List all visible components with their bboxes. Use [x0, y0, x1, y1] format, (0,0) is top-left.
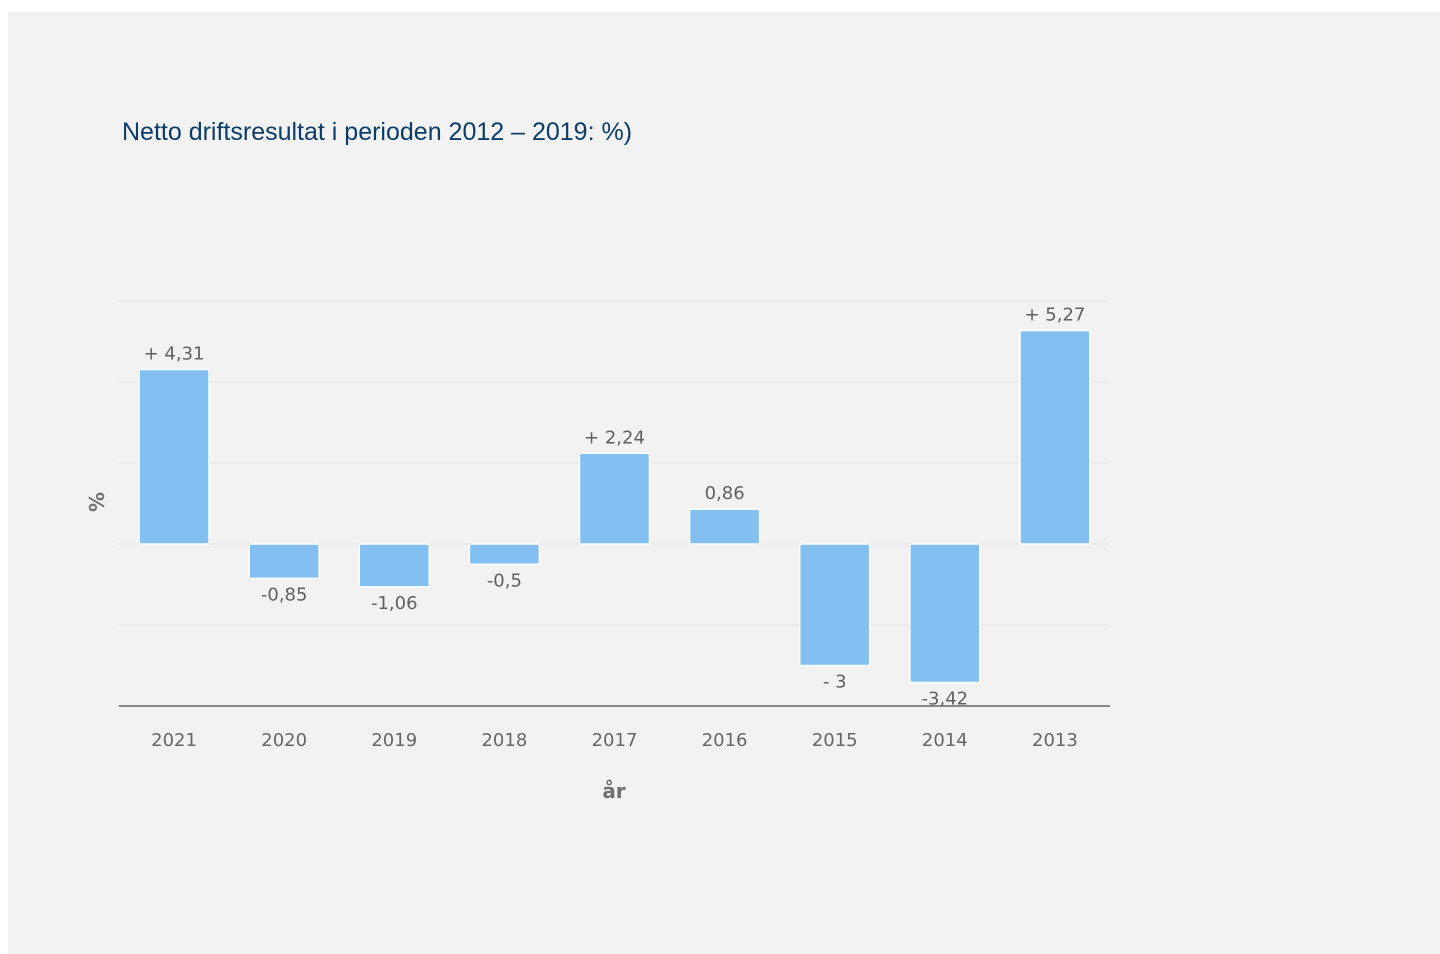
bars: [138, 329, 1091, 684]
data-label-2020: -0,85: [261, 584, 308, 605]
bar-2019: [358, 543, 431, 588]
x-tick-2013: 2013: [1032, 730, 1078, 751]
data-label-2013: + 5,27: [1024, 305, 1085, 326]
x-tick-2017: 2017: [592, 730, 638, 751]
chart-title: Netto driftsresultat i perioden 2012 – 2…: [122, 118, 633, 146]
chart-panel: [8, 12, 1440, 954]
y-axis-title: %: [85, 492, 109, 512]
bar-2021: [138, 368, 210, 545]
x-tick-labels: 2021 2020 2019 2018 2017 2016 2015 2014 2013: [151, 730, 1078, 751]
x-tick-2019: 2019: [371, 730, 417, 751]
x-tick-2021: 2021: [151, 730, 197, 751]
x-axis-title: år: [602, 779, 625, 803]
data-label-2014: -3,42: [922, 689, 969, 710]
x-tick-2018: 2018: [481, 730, 527, 751]
data-label-2021: + 4,31: [144, 343, 205, 364]
bar-2013: [1019, 329, 1091, 545]
data-labels: + 4,31 -0,85 -1,06 -0,5 + 2,24 0,86 - 3 -3,42 + …: [144, 305, 1086, 710]
data-label-2017: + 2,24: [584, 427, 645, 448]
bar-2014: [909, 543, 981, 684]
x-tick-2020: 2020: [261, 730, 307, 751]
bar-2015: [798, 543, 871, 667]
data-label-2016: 0,86: [705, 483, 745, 504]
x-tick-2015: 2015: [812, 730, 858, 751]
data-label-2018: -0,5: [487, 570, 522, 591]
data-label-2019: -1,06: [371, 593, 418, 614]
x-tick-2014: 2014: [922, 730, 968, 751]
data-label-2015: - 3: [823, 672, 847, 693]
bar-2020: [248, 543, 320, 580]
bar-2017: [578, 452, 651, 545]
x-tick-2016: 2016: [702, 730, 748, 751]
bar-2016: [688, 508, 761, 545]
bar-2018: [468, 543, 541, 565]
